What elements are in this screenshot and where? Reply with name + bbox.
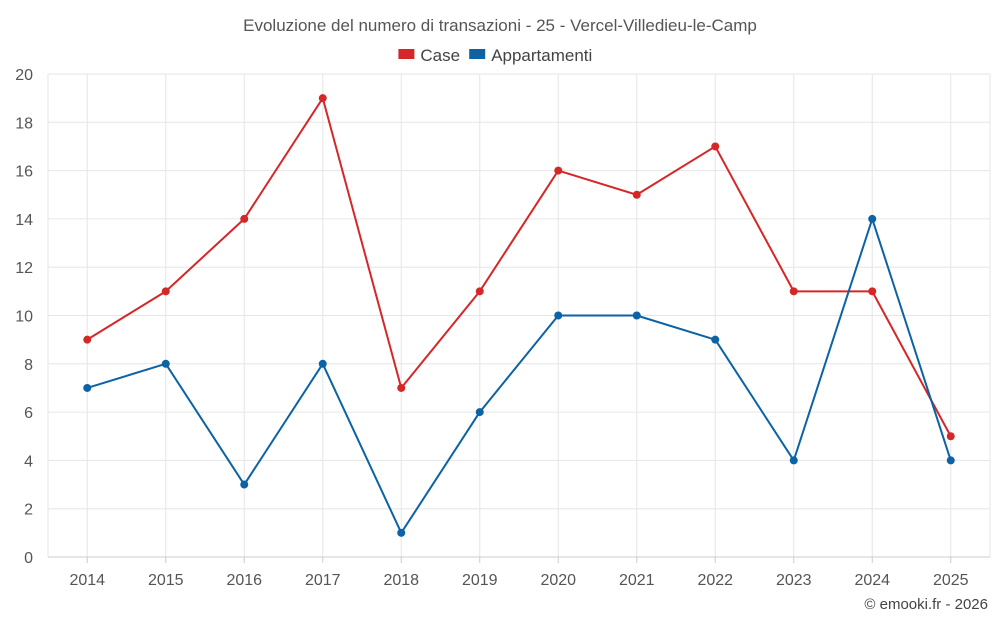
chart-title: Evoluzione del numero di transazioni - 2… xyxy=(243,16,757,35)
data-point-appartamenti xyxy=(711,335,720,344)
x-tick-label: 2021 xyxy=(619,572,655,589)
data-point-appartamenti xyxy=(789,456,798,465)
y-tick-label: 2 xyxy=(24,502,33,519)
x-tick-label: 2015 xyxy=(148,572,184,589)
series-line-case xyxy=(86,97,952,437)
data-point-case xyxy=(318,94,327,103)
x-tick-label: 2018 xyxy=(383,572,419,589)
legend-swatch xyxy=(469,49,486,59)
grid xyxy=(47,73,991,558)
data-point-case xyxy=(475,287,484,296)
data-point-appartamenti xyxy=(475,408,484,417)
legend-label: Appartamenti xyxy=(491,46,592,65)
data-point-case xyxy=(789,287,798,296)
data-point-appartamenti xyxy=(318,359,327,368)
y-tick-label: 16 xyxy=(15,164,33,181)
y-tick-label: 10 xyxy=(15,309,33,326)
data-point-case xyxy=(946,432,955,441)
legend-swatch xyxy=(398,49,415,59)
y-tick-label: 0 xyxy=(24,550,33,567)
data-point-appartamenti xyxy=(161,359,170,368)
data-point-appartamenti xyxy=(83,383,92,392)
data-point-case xyxy=(83,335,92,344)
series-line-appartamenti xyxy=(86,217,952,534)
legend-item-case[interactable]: Case xyxy=(398,46,460,65)
x-tick-label: 2019 xyxy=(462,572,498,589)
y-tick-label: 20 xyxy=(15,67,33,84)
data-point-case xyxy=(161,287,170,296)
x-tick-label: 2025 xyxy=(933,572,969,589)
credit-text: © emooki.fr - 2026 xyxy=(864,596,988,613)
data-point-case xyxy=(240,214,249,223)
x-tick-label: 2023 xyxy=(776,572,812,589)
y-tick-label: 6 xyxy=(24,405,33,422)
y-tick-label: 12 xyxy=(15,260,33,277)
data-point-appartamenti xyxy=(397,528,406,537)
x-tick-label: 2017 xyxy=(305,572,341,589)
legend: Case Appartamenti xyxy=(398,46,592,65)
data-point-appartamenti xyxy=(868,214,877,223)
data-point-appartamenti xyxy=(240,480,249,489)
y-tick-label: 18 xyxy=(15,115,33,132)
x-tick-label: 2022 xyxy=(697,572,733,589)
data-point-case xyxy=(554,166,563,175)
data-point-case xyxy=(868,287,877,296)
x-tick-label: 2016 xyxy=(226,572,262,589)
data-point-case xyxy=(711,142,720,151)
y-axis: 0 2 4 6 8 10 12 14 16 18 20 xyxy=(15,67,33,567)
x-tick-label: 2024 xyxy=(854,572,890,589)
y-tick-label: 4 xyxy=(24,453,33,470)
y-tick-label: 14 xyxy=(15,212,33,229)
data-point-case xyxy=(632,190,641,199)
data-point-appartamenti xyxy=(946,456,955,465)
legend-item-appartamenti[interactable]: Appartamenti xyxy=(469,46,592,65)
series-group xyxy=(83,94,955,537)
y-tick-label: 8 xyxy=(24,357,33,374)
data-point-appartamenti xyxy=(554,311,563,320)
data-point-case xyxy=(397,383,406,392)
x-axis: 2014 2015 2016 2017 2018 2019 2020 2021 2022 2023… xyxy=(48,556,990,589)
data-point-appartamenti xyxy=(632,311,641,320)
legend-label: Case xyxy=(420,46,460,65)
x-tick-label: 2014 xyxy=(69,572,105,589)
x-tick-label: 2020 xyxy=(540,572,576,589)
